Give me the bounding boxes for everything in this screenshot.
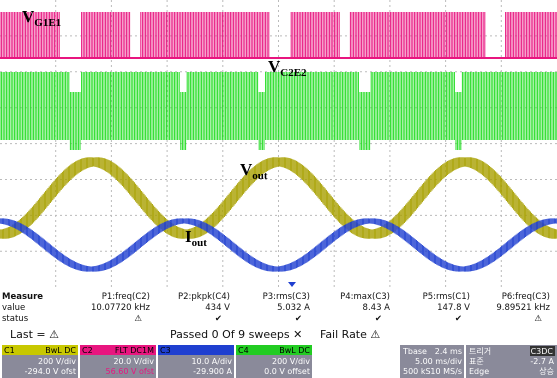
channel-scale: 20.0 V/div: [113, 357, 154, 366]
meas-status: ✔: [375, 314, 382, 324]
meas-name: P6:freq(C3): [502, 292, 550, 302]
trig-level: -2.7 A: [530, 357, 554, 366]
channel-name: C2: [82, 346, 93, 355]
meas-status: ⚠: [534, 314, 542, 324]
meas-value: 434 V: [205, 303, 230, 313]
tb-rate: 10 MS/s: [430, 367, 462, 376]
trig-label: 트리거: [469, 347, 491, 356]
meas-value: 10.07720 kHz: [91, 303, 151, 313]
tb-label: Tbase: [402, 347, 427, 356]
channel-tags: FLT DC1M: [115, 346, 154, 355]
tb-samples: 500 kS: [403, 367, 431, 376]
measure-table: Measure value status P1:freq(C2)10.07720…: [2, 292, 551, 324]
channel-name: C3: [160, 346, 171, 355]
row-label: value: [2, 303, 25, 313]
meas-value: 9.89521 kHz: [496, 303, 550, 313]
tb-per-div: 5.00 ms/div: [415, 357, 462, 366]
channel-scale: 200 V/div: [38, 357, 76, 366]
meas-name: P5:rms(C1): [423, 292, 470, 302]
channel-name: C4: [238, 346, 249, 355]
channel-tags: BwL DC: [279, 346, 310, 355]
channel-offset: 56.60 V ofst: [106, 367, 154, 376]
meas-status: ✔: [455, 314, 462, 324]
trig-mode: 표준: [469, 357, 484, 366]
tb-delay: 2.4 ms: [435, 347, 462, 356]
trig-source: C3DC: [531, 347, 554, 356]
fail-rate: Fail Rate ⚠: [320, 328, 380, 341]
meas-value: 8.43 A: [363, 303, 391, 313]
channel-offset: -29.900 A: [193, 367, 232, 376]
passed: Passed 0 Of 9 sweeps ✕: [170, 328, 302, 341]
channel-name: C1: [4, 346, 15, 355]
trig-type: Edge: [469, 367, 489, 376]
meas-status: ✔: [215, 314, 222, 324]
meas-status: ✔: [295, 314, 302, 324]
meas-name: P2:pkpk(C4): [178, 292, 230, 302]
meas-value: 5.032 A: [277, 303, 310, 313]
trace-c2: [0, 72, 557, 150]
channel-offset: 0.0 V offset: [264, 367, 310, 376]
meas-value: 147.8 V: [437, 303, 470, 313]
row-label: status: [2, 314, 29, 324]
row-label: Measure: [2, 292, 43, 302]
channel-scale: 200 V/div: [272, 357, 310, 366]
meas-name: P3:rms(C3): [263, 292, 310, 302]
page: VG1E1 VC2E2 Vout Iout Measure value stat…: [0, 0, 557, 378]
meas-status: ⚠: [134, 314, 142, 324]
scope-screen: VG1E1 VC2E2 Vout Iout Measure value stat…: [0, 0, 557, 378]
channel-offset: -294.0 V ofst: [25, 367, 76, 376]
meas-name: P1:freq(C2): [102, 292, 150, 302]
last: Last = ⚠: [10, 328, 59, 341]
channel-tags: BwL DC: [45, 346, 76, 355]
meas-name: P4:max(C3): [340, 292, 390, 302]
trig-slope: 상승: [539, 366, 554, 376]
channel-scale: 10.0 A/div: [191, 357, 232, 366]
